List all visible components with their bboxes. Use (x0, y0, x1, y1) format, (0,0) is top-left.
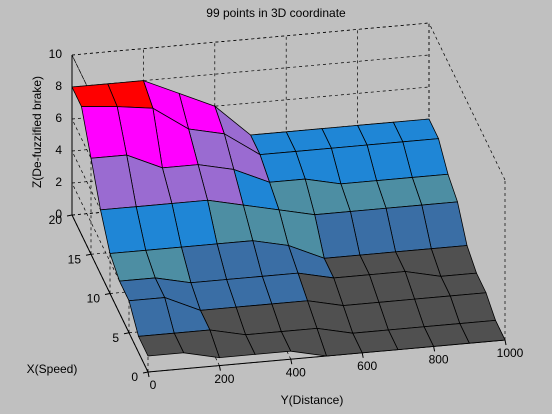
grid-line (71, 182, 149, 341)
x-tick (104, 293, 111, 295)
chart-title: 99 points in 3D coordinate (206, 6, 346, 20)
y-tick-label: 800 (429, 353, 449, 367)
y-tick-label: 0 (150, 378, 157, 392)
y-axis-label: Y(Distance) (281, 393, 344, 407)
y-tick-label: 1000 (497, 346, 524, 360)
y-tick (361, 352, 364, 358)
surface-patch (137, 332, 185, 357)
z-tick-label: 6 (55, 111, 62, 125)
y-tick-label: 600 (357, 359, 377, 373)
y-tick-label: 200 (214, 372, 234, 386)
y-tick (504, 339, 507, 346)
x-tick (85, 253, 92, 256)
z-tick-label: 0 (55, 207, 62, 221)
x-tick (123, 332, 130, 335)
x-tick-label: 10 (87, 292, 101, 306)
y-tick (290, 359, 293, 365)
grid-line (71, 150, 149, 309)
x-tick-label: 0 (131, 370, 138, 384)
x-tick (66, 214, 73, 217)
y-tick (147, 371, 150, 378)
x-tick-label: 15 (68, 252, 82, 266)
y-tick (433, 346, 436, 352)
x-axis (71, 214, 149, 373)
grid-line (71, 22, 430, 56)
y-tick-label: 400 (286, 365, 306, 379)
z-tick-label: 2 (55, 175, 62, 189)
x-tick-label: 5 (112, 331, 119, 345)
x-axis-label: X(Speed) (27, 362, 78, 376)
x-tick-label: 20 (49, 213, 63, 227)
box-edge (71, 22, 430, 56)
x-tick (142, 371, 149, 374)
z-axis-label: Z(De-fuzzified brake) (30, 76, 44, 188)
z-tick-label: 4 (55, 143, 62, 157)
y-tick (218, 365, 221, 371)
grid-line (71, 54, 149, 213)
z-tick-label: 10 (49, 47, 63, 61)
box-edge (428, 22, 506, 181)
z-tick-label: 8 (55, 79, 62, 93)
grid-line (71, 118, 149, 277)
